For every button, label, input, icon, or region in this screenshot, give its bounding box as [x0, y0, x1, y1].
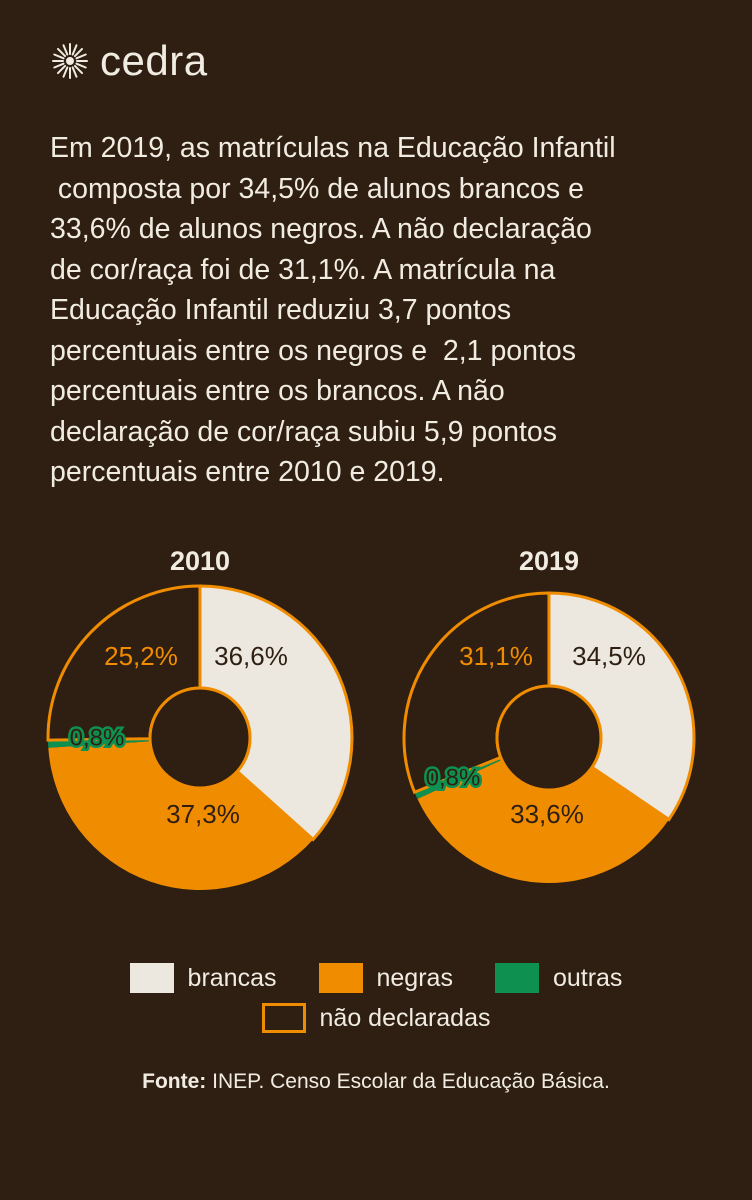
intro-line: de cor/raça foi de 31,1%. A matrícula na: [50, 253, 556, 286]
sun-ray: [56, 47, 67, 58]
sun-ray: [53, 62, 65, 69]
intro-line: percentuais entre os negros e 2,1 pontos: [50, 334, 577, 367]
data-label-nao-declaradas: 31,1%: [459, 641, 533, 671]
sun-ray: [53, 53, 65, 60]
brand-logo: cedra: [50, 40, 208, 82]
intro-line: percentuais entre os brancos. A não: [50, 375, 505, 407]
intro-line: 33,6% de alunos negros. A não declaração: [50, 213, 592, 245]
data-label-nao-declaradas: 25,2%: [104, 641, 178, 671]
legend-swatch-negras: [318, 963, 363, 993]
data-label-brancas: 36,6%: [214, 641, 288, 671]
legend-item-nao-declaradas: não declaradas: [261, 1003, 491, 1033]
chart-title: 2010: [170, 546, 230, 576]
legend-item-negras: negras: [318, 963, 453, 993]
data-label-outras: 0,8%: [426, 764, 481, 791]
slice-outras: [414, 757, 502, 799]
sun-ray: [71, 44, 78, 56]
legend-label: negras: [376, 963, 453, 992]
legend-swatch-nao-declaradas: [261, 1003, 306, 1033]
legend-label: não declaradas: [319, 1003, 491, 1032]
legend-label: outras: [552, 963, 623, 992]
donut-chart-2010: 2010 36,6% 37,3% 0,8% 25,2%: [46, 546, 354, 890]
slice-negras: [417, 759, 669, 883]
donut-hole: [495, 684, 603, 792]
sun-ray: [73, 47, 84, 58]
data-label-negras: 37,3%: [166, 799, 240, 829]
intro-line: composta por 34,5% de alunos brancos e: [50, 172, 584, 205]
source-note: Fonte: INEP. Censo Escolar da Educação B…: [0, 1070, 752, 1094]
source-label: Fonte:: [142, 1070, 207, 1093]
legend-swatch-brancas: [129, 963, 174, 993]
intro-text: Em 2019, as matrículas na Educação Infan…: [50, 128, 720, 493]
sun-ray: [56, 64, 67, 75]
legend-item-outras: outras: [494, 963, 623, 993]
source-text: INEP. Censo Escolar da Educação Básica.: [206, 1070, 610, 1093]
sun-ray: [73, 64, 84, 75]
intro-line: percentuais entre 2010 e 2019.: [50, 456, 445, 488]
intro-line: Em 2019, as matrículas na Educação Infan…: [50, 132, 616, 164]
sun-icon: [52, 43, 88, 79]
sun-ray: [71, 66, 78, 78]
donut-hole: [148, 686, 252, 790]
sun-ray: [75, 62, 87, 69]
donut-charts: 2010 36,6% 37,3% 0,8% 25,2% 2019 34,5% 33,6% 0,…: [46, 546, 696, 890]
sun-ray: [62, 66, 69, 78]
data-label-negras: 33,6%: [510, 799, 584, 829]
donut-chart-2019: 2019 34,5% 33,6% 0,8% 31,1%: [402, 546, 696, 883]
legend: brancas negras outras não declaradas: [0, 958, 752, 1038]
legend-swatch-outras: [494, 963, 539, 993]
data-label-brancas: 34,5%: [572, 641, 646, 671]
intro-line: declaração de cor/raça subiu 5,9 pontos: [50, 415, 557, 448]
sun-ray: [62, 44, 69, 56]
legend-label: brancas: [187, 963, 277, 992]
legend-item-brancas: brancas: [129, 963, 277, 993]
slice-negras: [48, 741, 314, 890]
chart-title: 2019: [519, 546, 579, 576]
sun-ray: [75, 53, 87, 60]
data-label-outras: 0,8%: [70, 724, 125, 751]
brand-name: cedra: [100, 37, 208, 84]
intro-line: Educação Infantil reduziu 3,7 pontos: [50, 294, 512, 326]
